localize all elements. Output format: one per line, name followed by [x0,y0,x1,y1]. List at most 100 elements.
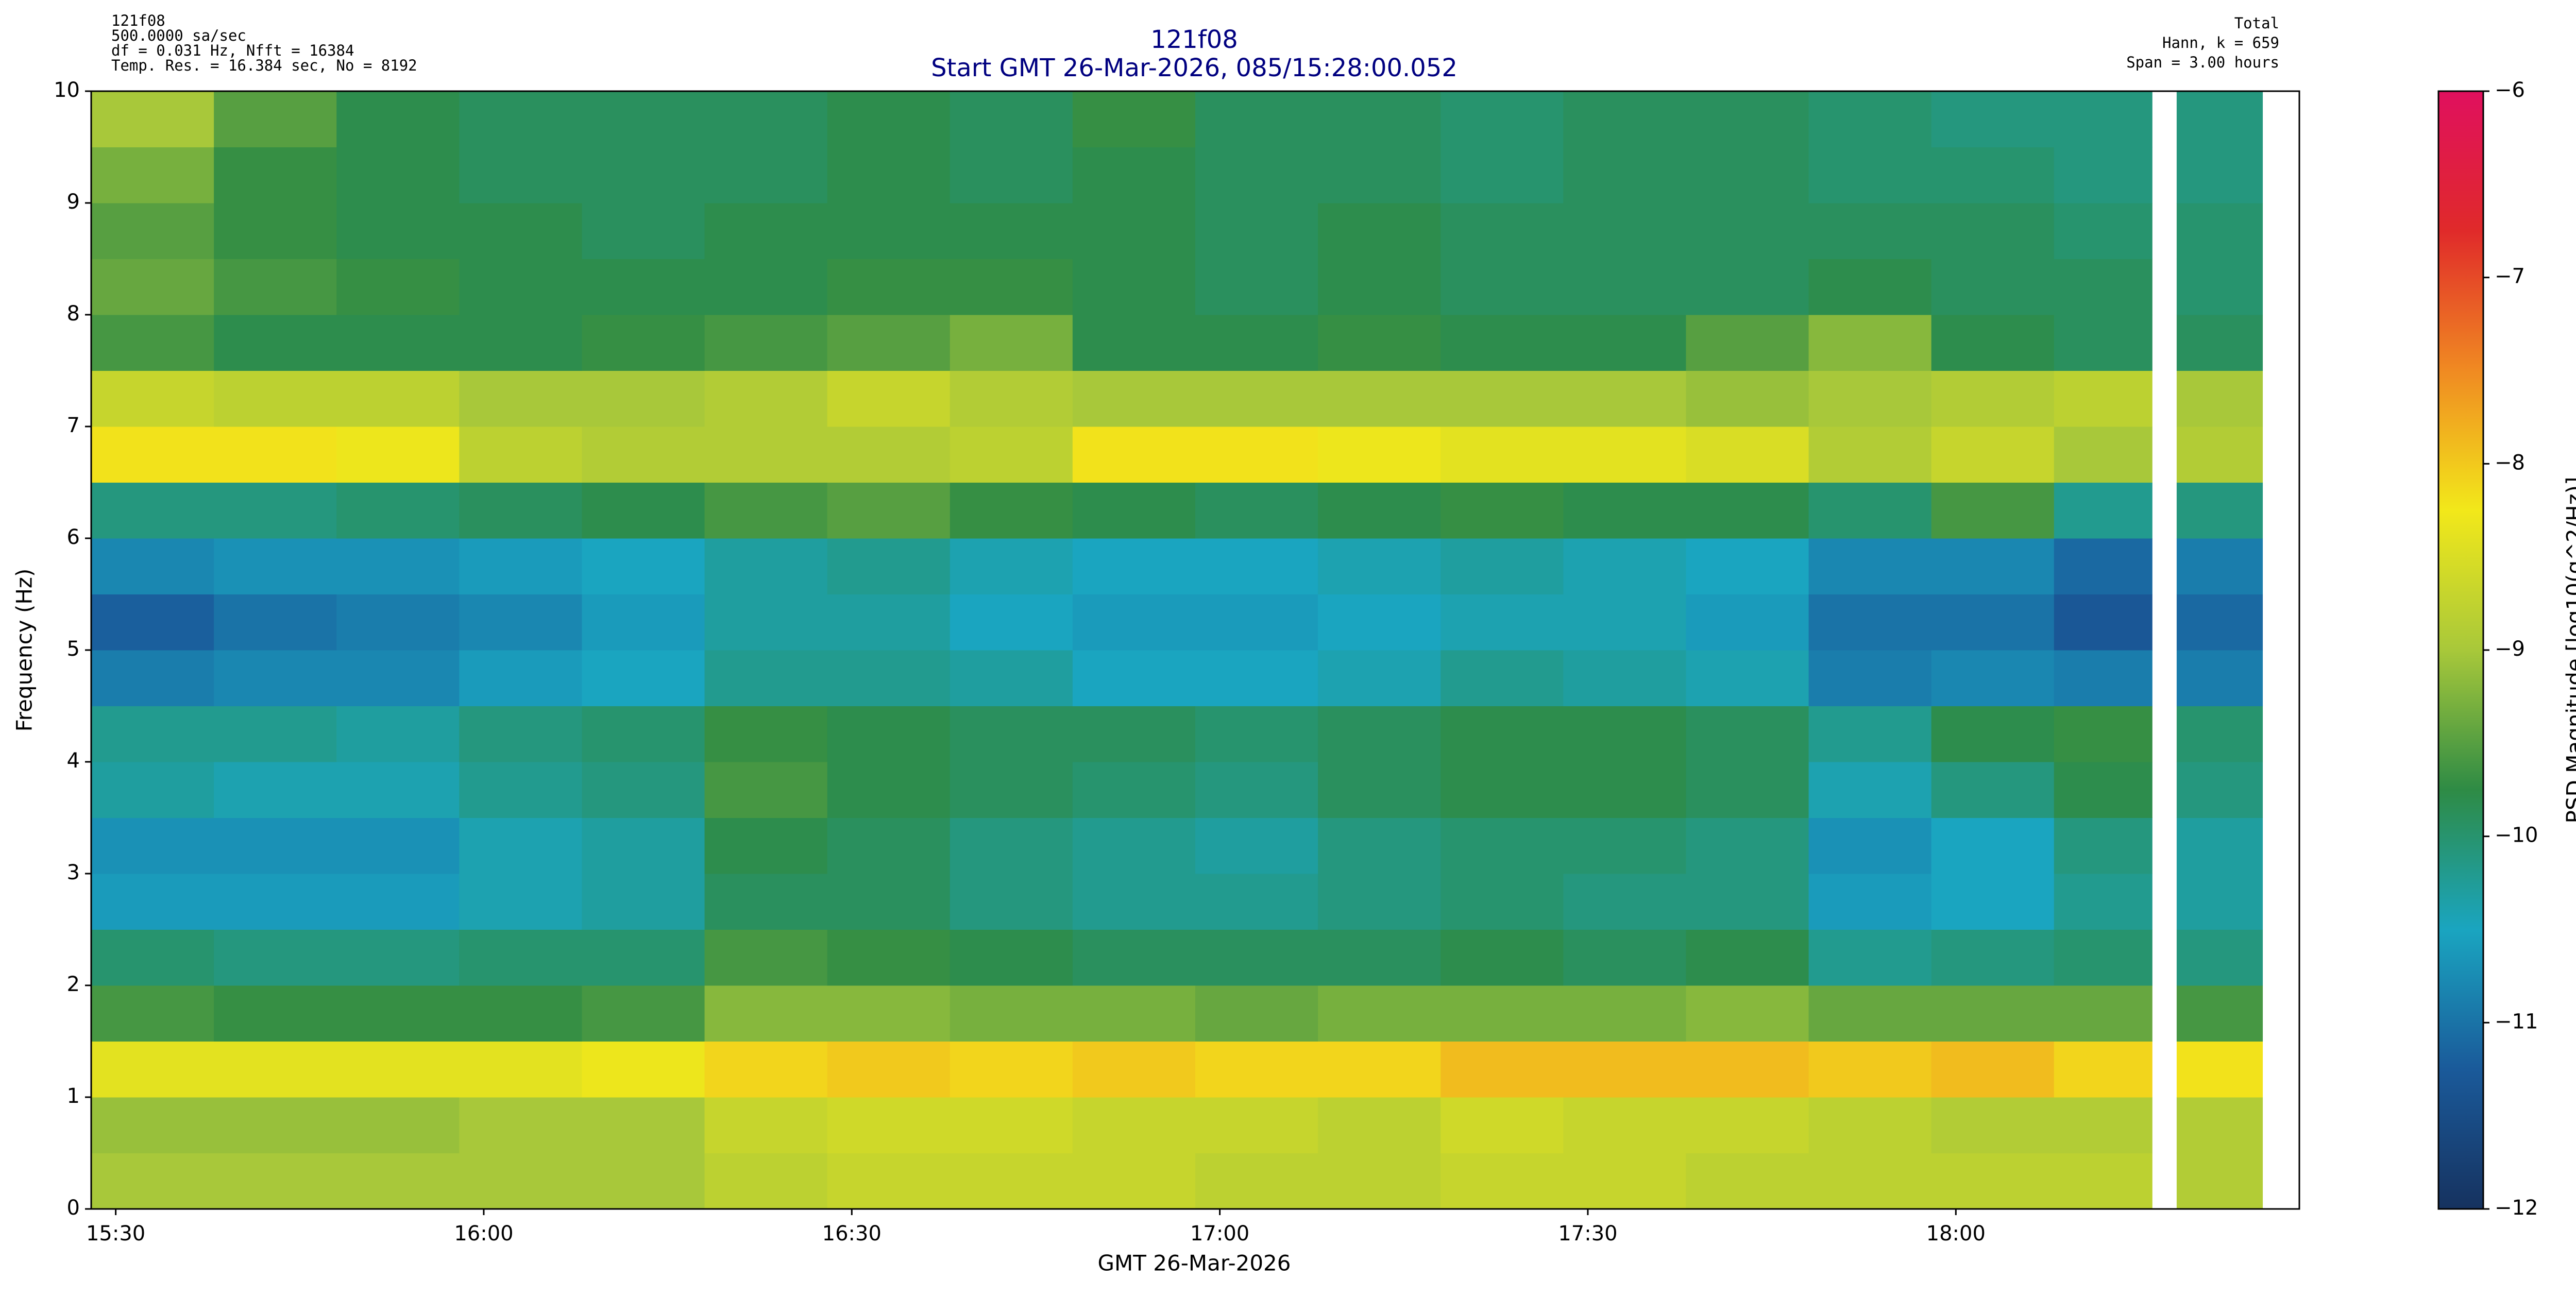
heatmap-cell [1195,818,1318,874]
heatmap-cell [2177,706,2263,762]
heatmap-cell [705,315,828,371]
heatmap-cell [214,874,337,930]
x-tick-label: 16:30 [822,1222,882,1246]
heatmap-cell [1563,538,1686,594]
heatmap-cell [705,203,828,259]
heatmap-cell [336,1042,460,1098]
colorbar [2438,91,2483,1209]
heatmap-cell [827,91,951,147]
heatmap-cell [1809,203,1932,259]
heatmap-cell [1686,203,1809,259]
heatmap-cell [1073,371,1196,427]
heatmap-cell [1440,91,1564,147]
heatmap-cell [1195,91,1318,147]
heatmap-cell [827,1042,951,1098]
heatmap-cell [1073,259,1196,315]
heatmap-cell [1686,594,1809,651]
info-note: Temp. Res. = 16.384 sec, No = 8192 [111,57,417,74]
heatmap-cell [1563,985,1686,1042]
heatmap-cell [214,1042,337,1098]
heatmap-cell [582,762,705,818]
heatmap-cell [1073,1153,1196,1209]
heatmap-cell [1195,147,1318,203]
heatmap-cell [1073,91,1196,147]
heatmap-cell [1440,1153,1564,1209]
heatmap-cell [214,818,337,874]
heatmap-cell [1931,538,2055,594]
heatmap-cell [1318,874,1441,930]
heatmap-cell [1318,483,1441,539]
heatmap-cell [950,985,1073,1042]
heatmap-cell [950,594,1073,651]
heatmap-cell [1195,483,1318,539]
heatmap-cell [705,930,828,986]
heatmap-cell [2054,762,2153,818]
heatmap-cell [1686,1042,1809,1098]
heatmap-cell [1073,315,1196,371]
heatmap-cell [950,483,1073,539]
heatmap-cell [2054,1153,2153,1209]
heatmap-cell [1686,1153,1809,1209]
heatmap-cell [582,147,705,203]
heatmap-cell [1073,930,1196,986]
heatmap-cell [1809,371,1932,427]
heatmap-cell [1809,538,1932,594]
heatmap-cell [1931,1042,2055,1098]
heatmap-cell [1809,594,1932,651]
heatmap-cell [336,1097,460,1153]
heatmap-cell [2054,371,2153,427]
heatmap-cell [1195,1042,1318,1098]
heatmap-cell [1318,762,1441,818]
heatmap-cell [827,147,951,203]
heatmap-cell [827,203,951,259]
heatmap-cell [582,650,705,706]
x-tick-label: 16:00 [454,1222,513,1246]
heatmap-cell [950,1153,1073,1209]
heatmap-cell [459,762,582,818]
heatmap-cell [1440,483,1564,539]
heatmap-cell [91,315,214,371]
heatmap-cell [582,538,705,594]
colorbar-tick-label: −8 [2495,451,2525,474]
heatmap-cell [91,985,214,1042]
heatmap-cell [1440,650,1564,706]
heatmap-cell [950,1042,1073,1098]
heatmap-cell [2177,315,2263,371]
y-tick-label: 8 [67,302,80,326]
heatmap-cell [705,594,828,651]
info-note: Span = 3.00 hours [2126,54,2279,71]
heatmap-cell [1195,985,1318,1042]
heatmap-cell [1318,930,1441,986]
heatmap-cell [91,427,214,483]
heatmap-cell [582,203,705,259]
heatmap-cell [1073,538,1196,594]
heatmap-cell [1073,818,1196,874]
heatmap-cell [1318,1042,1441,1098]
heatmap-cell [1440,259,1564,315]
heatmap-cell [582,1153,705,1209]
heatmap-cell [1563,91,1686,147]
heatmap-cell [1809,985,1932,1042]
heatmap-cell [1563,1042,1686,1098]
heatmap-cell [1931,818,2055,874]
heatmap-cell [336,1153,460,1209]
heatmap-cell [2054,259,2153,315]
heatmap-cell [1073,706,1196,762]
heatmap-cell [1073,147,1196,203]
heatmap-cell [705,371,828,427]
heatmap-cell [214,259,337,315]
heatmap-cell [2177,203,2263,259]
heatmap-cell [705,874,828,930]
heatmap-cell [91,594,214,651]
heatmap-cell [336,259,460,315]
heatmap-cell [1931,147,2055,203]
chart-title: 121f08 [1150,25,1238,54]
heatmap-cell [91,371,214,427]
heatmap-cell [1563,930,1686,986]
heatmap-cell [459,483,582,539]
heatmap-cell [705,427,828,483]
heatmap-cell [1318,594,1441,651]
heatmap-cell [1931,930,2055,986]
heatmap-cell [2177,538,2263,594]
